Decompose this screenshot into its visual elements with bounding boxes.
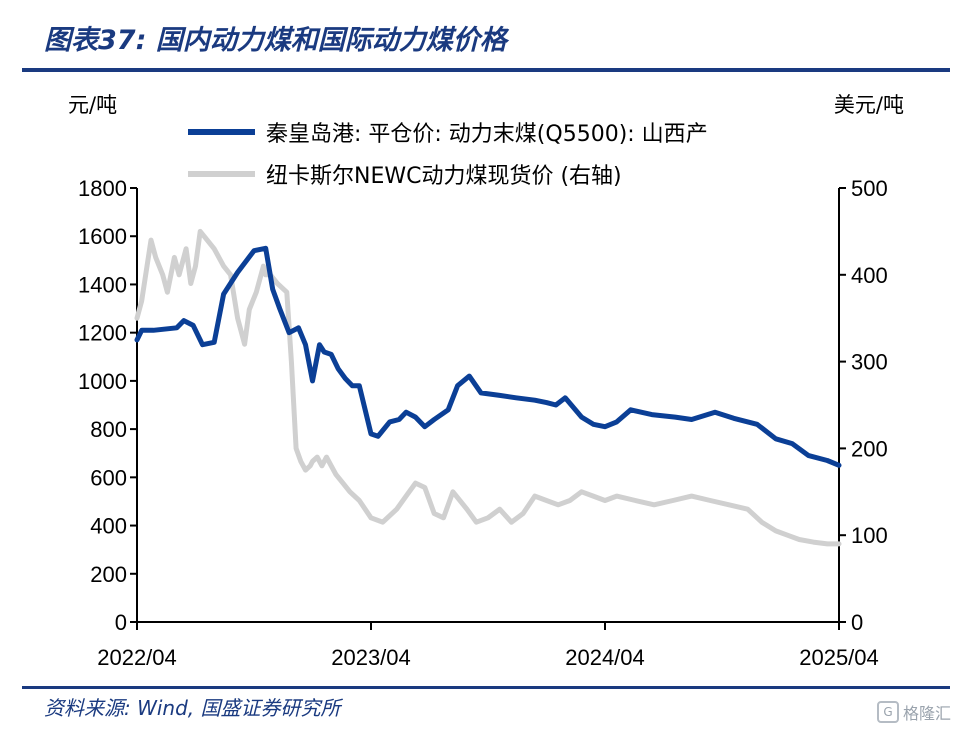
left-tick-label: 400 xyxy=(90,514,127,539)
chart-title: 图表37: 国内动力煤和国际动力煤价格 xyxy=(44,25,507,56)
footer-rule xyxy=(22,686,950,689)
left-tick-label: 0 xyxy=(115,610,127,635)
right-tick-label: 500 xyxy=(851,176,888,201)
series-line-newcastle xyxy=(134,228,842,547)
x-tick-label: 2025/04 xyxy=(799,645,879,670)
left-axis-unit: 元/吨 xyxy=(68,93,117,117)
left-tick-label: 1200 xyxy=(78,321,127,346)
right-tick-label: 400 xyxy=(851,263,888,288)
legend-label-intl: 纽卡斯尔NEWC动力煤现货价 (右轴) xyxy=(266,164,622,189)
right-tick-label: 300 xyxy=(851,350,888,375)
left-tick-label: 1000 xyxy=(78,369,127,394)
left-tick-label: 800 xyxy=(90,417,127,442)
watermark: G 格隆汇 xyxy=(876,700,951,724)
x-tick-label: 2024/04 xyxy=(565,645,645,670)
left-tick-label: 600 xyxy=(90,465,127,490)
legend-label-cn: 秦皇岛港: 平仓价: 动力末煤(Q5500): 山西产 xyxy=(266,122,708,147)
legend: 秦皇岛港: 平仓价: 动力末煤(Q5500): 山西产 纽卡斯尔NEWC动力煤现… xyxy=(188,122,708,189)
source-note: 资料来源: Wind, 国盛证券研究所 xyxy=(44,696,341,720)
right-tick-label: 0 xyxy=(851,610,863,635)
left-tick-label: 1600 xyxy=(78,224,127,249)
series-line-qinhuangdao xyxy=(134,245,842,468)
x-tick-label: 2022/04 xyxy=(97,645,177,670)
left-tick-label: 1800 xyxy=(78,176,127,201)
x-tick-label: 2023/04 xyxy=(331,645,411,670)
title-rule xyxy=(22,68,950,72)
line-chart: 秦皇岛港: 平仓价: 动力末煤(Q5500): 山西产 纽卡斯尔NEWC动力煤现… xyxy=(68,93,904,670)
right-axis-unit: 美元/吨 xyxy=(834,93,904,117)
right-tick-label: 200 xyxy=(851,436,888,461)
right-tick-label: 100 xyxy=(851,523,888,548)
watermark-logo-icon: G xyxy=(876,701,899,723)
left-tick-label: 200 xyxy=(90,562,127,587)
watermark-text: 格隆汇 xyxy=(902,704,951,723)
left-tick-label: 1400 xyxy=(78,272,127,297)
